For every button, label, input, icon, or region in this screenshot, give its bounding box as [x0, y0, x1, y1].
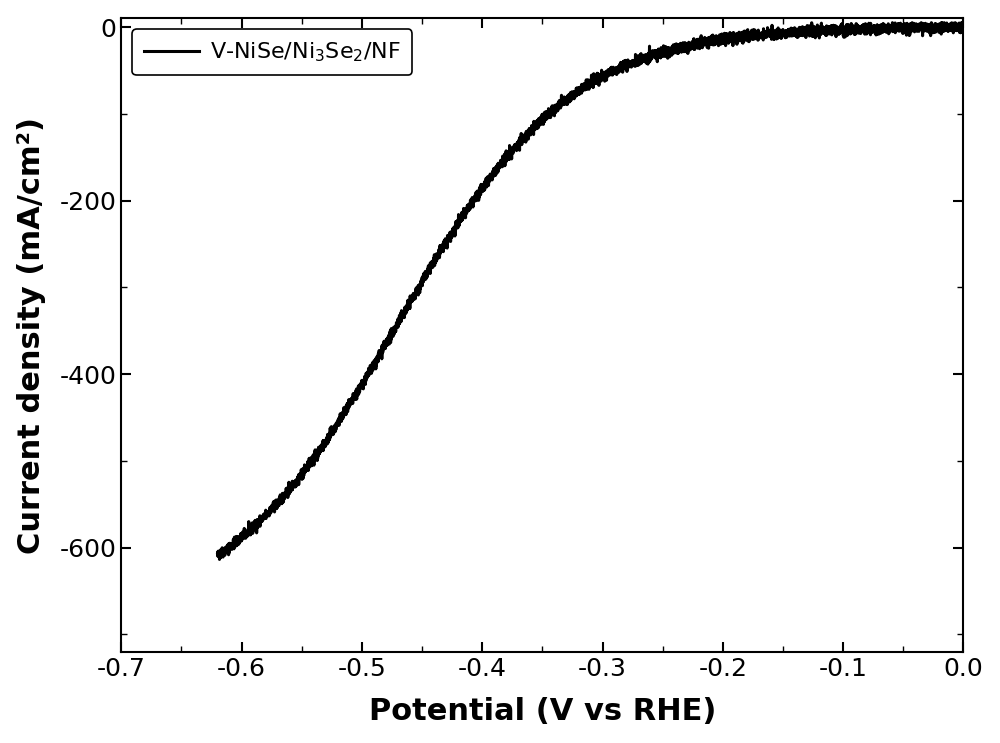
- V-NiSe/Ni$_3$Se$_2$/NF: [497, 152, 509, 160]
- V-NiSe/Ni$_3$Se$_2$/NF: [886, 19, 898, 27]
- V-NiSe/Ni$_3$Se$_2$/NF: [213, 555, 225, 564]
- Legend: V-NiSe/Ni$_3$Se$_2$/NF: V-NiSe/Ni$_3$Se$_2$/NF: [132, 30, 412, 75]
- Line: V-NiSe/Ni$_3$Se$_2$/NF: V-NiSe/Ni$_3$Se$_2$/NF: [218, 23, 963, 559]
- X-axis label: Potential (V vs RHE): Potential (V vs RHE): [369, 698, 716, 727]
- V-NiSe/Ni$_3$Se$_2$/NF: [697, 36, 709, 45]
- Y-axis label: Current density (mA/cm²): Current density (mA/cm²): [17, 117, 46, 554]
- V-NiSe/Ni$_3$Se$_2$/NF: [957, 25, 969, 33]
- V-NiSe/Ni$_3$Se$_2$/NF: [212, 550, 224, 559]
- V-NiSe/Ni$_3$Se$_2$/NF: [768, 31, 780, 40]
- V-NiSe/Ni$_3$Se$_2$/NF: [659, 48, 671, 56]
- V-NiSe/Ni$_3$Se$_2$/NF: [347, 389, 359, 398]
- V-NiSe/Ni$_3$Se$_2$/NF: [825, 27, 837, 36]
